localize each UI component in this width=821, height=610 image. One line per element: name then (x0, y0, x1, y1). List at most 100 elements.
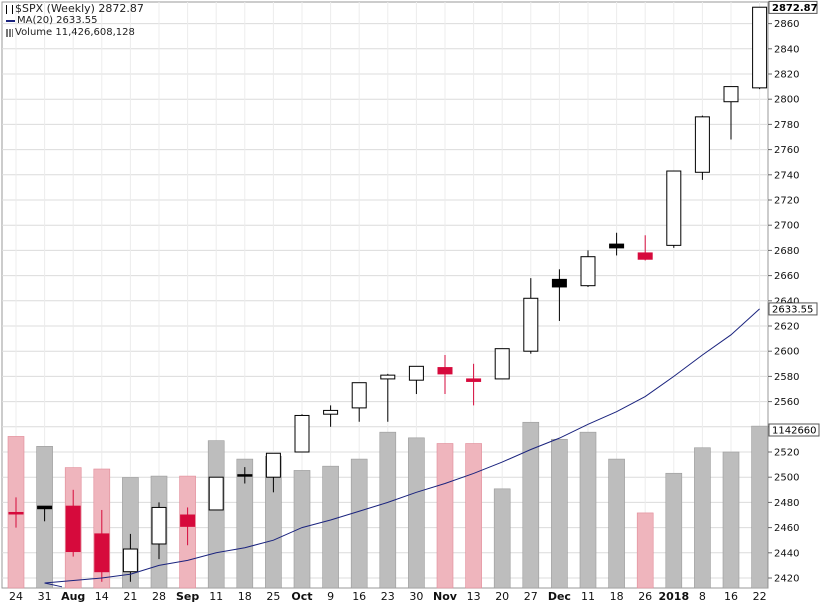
x-tick-label: 8 (699, 590, 706, 603)
y-tick-label: 2440 (774, 548, 799, 559)
y-tick-label: 2760 (774, 145, 799, 156)
legend-volume: Volume 11,426,608,128 (15, 27, 135, 38)
volume-bar (379, 431, 397, 589)
y-tick-label: 2420 (774, 574, 799, 585)
candle-body (752, 6, 768, 89)
volume-bar (522, 421, 540, 589)
x-tick-label: 24 (9, 590, 23, 603)
candle-body (237, 474, 253, 477)
volume-bar (665, 472, 683, 589)
candle-body (208, 476, 224, 511)
volume-tag-box (768, 423, 820, 437)
y-tick-label: 2700 (774, 221, 799, 232)
line-icon (6, 20, 15, 22)
x-tick-label: Sep (176, 590, 199, 603)
y-tick-label: 2680 (774, 246, 799, 257)
x-tick-label: Dec (548, 590, 571, 603)
ma-tag-box (768, 302, 818, 316)
x-tick-label: 28 (152, 590, 166, 603)
candle-body (580, 256, 596, 287)
x-tick-label: 13 (467, 590, 481, 603)
x-tick-label: 31 (38, 590, 52, 603)
candle-body (151, 506, 167, 545)
volume-bar (694, 447, 711, 589)
x-tick-label: 14 (95, 590, 109, 603)
y-tick-label: 2720 (774, 196, 799, 207)
volume-bar (408, 437, 425, 589)
candle-body (637, 252, 653, 260)
candle-body (180, 514, 196, 527)
y-tick-label: 2560 (774, 397, 799, 408)
candle-body (551, 278, 567, 288)
y-tick-label: 2600 (774, 347, 799, 358)
volume-bar (293, 470, 311, 589)
volume-bar (350, 458, 368, 589)
volume-bar (722, 451, 740, 589)
x-tick-label: 9 (327, 590, 334, 603)
x-tick-label: 11 (209, 590, 223, 603)
candle-icon (6, 4, 13, 14)
candle-body (609, 243, 625, 249)
candle-body (466, 378, 482, 382)
x-axis: 24 31 Aug 14 21 28 Sep 11 18 25 Oct 9 16 23 30 Nov 13 20 2… (9, 590, 767, 603)
y-tick-label: 2480 (774, 498, 799, 509)
y-tick-label: 2800 (774, 95, 799, 106)
x-tick-label: 30 (409, 590, 423, 603)
volume-bar (636, 512, 654, 589)
candle-body (323, 409, 339, 415)
candle-body (94, 533, 110, 573)
volume-bar (493, 488, 511, 589)
volume-bar (751, 425, 768, 589)
volume-bar (551, 438, 568, 589)
legend-ma: MA(20) 2633.55 (17, 15, 98, 26)
candle-body (65, 505, 81, 553)
y-tick-label: 2580 (774, 372, 799, 383)
candlesticks (8, 6, 768, 582)
y-tick-label: 2840 (774, 44, 799, 55)
x-tick-label: 20 (495, 590, 509, 603)
legend-ma-row: MA(20) 2633.55 (6, 15, 144, 27)
x-tick-label: 16 (724, 590, 738, 603)
y-tick-label: 2820 (774, 70, 799, 81)
candle-body (408, 365, 424, 381)
price-tags: 2872.87 2633.55 1142660 (768, 0, 820, 437)
x-tick-label: 16 (352, 590, 366, 603)
volume-bar (579, 431, 597, 589)
volume-bar (465, 443, 482, 589)
volume-bar (236, 458, 254, 589)
candle-body (523, 297, 539, 352)
legend-title: $SPX (Weekly) 2872.87 (15, 2, 144, 15)
candle-body (8, 511, 24, 515)
chart-legend: $SPX (Weekly) 2872.87 MA(20) 2633.55 Vol… (6, 3, 144, 39)
y-tick-label: 2460 (774, 523, 799, 534)
x-tick-label: 26 (638, 590, 652, 603)
volume-bar (322, 465, 339, 589)
volume-bar (436, 443, 454, 589)
y-tick-label: 2620 (774, 322, 799, 333)
candle-body (294, 414, 310, 453)
x-tick-label: 27 (524, 590, 538, 603)
volume-bar (608, 458, 625, 589)
y-tick-label: 2860 (774, 19, 799, 30)
x-tick-label: 23 (381, 590, 395, 603)
x-tick-label: 18 (610, 590, 624, 603)
y-tick-label: 2780 (774, 120, 799, 131)
candle-body (122, 548, 138, 573)
candle-body (265, 452, 281, 478)
volume-bars (7, 421, 768, 589)
candle-body (351, 382, 367, 409)
x-tick-label: Nov (433, 590, 458, 603)
candle-body (494, 348, 510, 380)
x-tick-label: 25 (266, 590, 280, 603)
x-tick-label: 18 (238, 590, 252, 603)
y-axis: 2420244024602480250025202540256025802600… (768, 19, 799, 585)
y-tick-label: 2500 (774, 473, 799, 484)
x-tick-label: 11 (581, 590, 595, 603)
volume-bar (207, 440, 225, 589)
y-tick-label: 2740 (774, 170, 799, 181)
y-tick-label: 2520 (774, 448, 799, 459)
volume-icon (6, 29, 13, 37)
x-tick-label: Oct (291, 590, 312, 603)
last-price-tag: 2872.87 (772, 3, 818, 14)
